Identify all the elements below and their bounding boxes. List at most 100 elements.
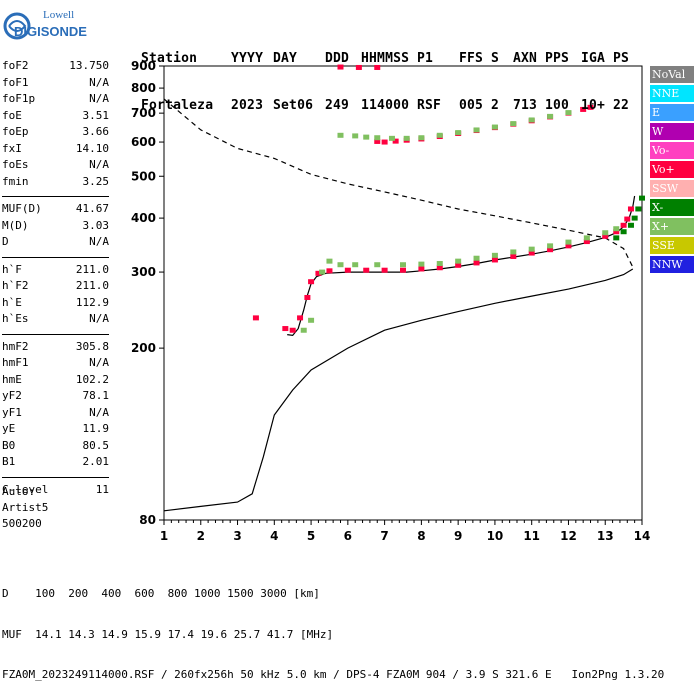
point-vo [374,64,381,70]
param-name: foF2 [2,59,29,72]
y-tick-label: 600 [131,135,156,149]
polarization-legend: NoVal NNE E W Vo- Vo+ SSW X- X+ SSE NNW [650,66,694,275]
point-vo [289,327,296,333]
point-x [436,261,443,267]
header-value-0: Fortaleza [141,98,214,113]
param-value: 14.10 [75,141,109,155]
param-name: hmF1 [2,356,29,369]
param-value: 41.67 [75,202,109,215]
param-name: h`E [2,295,22,309]
param-value: N/A [89,312,109,325]
header-label-8: AXN [513,51,538,66]
point-vo [326,268,333,274]
point-vo [602,233,609,239]
param-value: 3.25 [82,174,110,188]
param-row: hmF1 N/A [2,355,109,372]
point-x [627,222,634,228]
point-x [473,127,480,133]
y-tick-label: 200 [131,341,156,355]
param-divider [2,328,109,335]
header-label-2: DAY [273,51,298,66]
param-value: N/A [89,405,109,419]
param-value: 11 [95,482,109,496]
point-x [300,327,307,333]
point-x [337,262,344,268]
header-label-4: HHMMSS [361,51,410,66]
legend-item-vo: Vo+ [650,161,694,178]
param-row: foF1 N/A [2,75,109,92]
point-x [319,269,326,275]
header-value-11: 22 [613,98,630,113]
station-header: Station YYYY DAY DDD HHMMSS P1 FFS S AXN PPS IGA PS… [141,20,661,129]
param-value: N/A [89,158,109,171]
point-vo [308,279,315,285]
param-value: 102.2 [75,372,109,386]
legend-item-x: X+ [650,218,694,235]
x-tick-label: 7 [380,529,388,543]
point-x [547,113,554,119]
y-tick-label: 800 [131,81,156,95]
point-vo [436,265,443,271]
param-row: B0 80.5 [2,438,109,455]
param-row: yE 11.9 [2,421,109,438]
point-vo [363,267,370,273]
param-value: 78.1 [82,389,110,402]
legend-item-nne: NNE [650,85,694,102]
x-tick-label: 4 [270,529,278,543]
y-tick-label: 400 [131,211,156,225]
point-vo [565,243,572,249]
header-label-10: IGA [581,51,606,66]
point-x [473,255,480,261]
x-tick-label: 1 [160,529,168,543]
param-name: B0 [2,438,16,452]
point-vo [381,267,388,273]
param-row: foEs N/A [2,157,109,174]
param-name: B1 [2,455,16,468]
autoscaling-info: Auto: Artist5 500200 [2,484,48,532]
point-x [613,226,620,232]
param-row: D N/A [2,234,109,251]
parameter-list: foF2 13.750 foF1 N/A foF1p N/A foE 3.51 foEp 3.66… [2,58,109,498]
point-x [400,262,406,268]
point-vo [252,315,259,321]
x-tick-label: 5 [307,529,315,543]
plot-frame [163,65,643,521]
param-name: foEp [2,125,29,138]
header-label-1: YYYY [231,51,264,66]
param-value: 211.0 [75,279,109,292]
point-x [337,132,344,138]
header-value-10: 10+ [581,98,606,113]
param-value: 3.51 [82,108,110,122]
param-row: M(D) 3.03 [2,218,109,235]
x-tick-label: 12 [560,529,577,543]
x-tick-label: 6 [344,529,352,543]
param-row: h`E 112.9 [2,295,109,312]
ionogram-chart: 1 2 3 4 5 6 7 8 9 10 11 12 13 14802003004005006007008… [131,59,650,543]
digisonde-logo: Lowell DIGISONDE [0,4,130,44]
point-x [308,317,315,323]
param-divider [2,471,109,478]
legend-item-vo: Vo- [650,142,694,159]
point-x [510,121,517,127]
param-name: foEs [2,158,29,171]
param-row: foEp 3.66 [2,124,109,141]
point-vo [304,294,311,300]
point-vo [627,206,634,212]
point-vo [374,138,381,144]
param-row: hmF2 305.8 [2,339,109,356]
param-divider [2,251,109,258]
header-label-5: P1 [417,51,434,66]
point-vo [455,262,462,268]
param-name: yF2 [2,389,22,402]
legend-item-nnw: NNW [650,256,694,273]
param-row: C-level 11 [2,482,109,499]
param-value: N/A [89,356,109,369]
auto-label: Auto: [2,485,36,498]
point-x [374,262,381,268]
point-vo [491,257,498,263]
param-name: fmin [2,174,29,188]
x-tick-label: 3 [233,529,241,543]
point-x [547,243,554,249]
line-profile [163,268,634,512]
header-label-6: FFS [459,51,484,66]
